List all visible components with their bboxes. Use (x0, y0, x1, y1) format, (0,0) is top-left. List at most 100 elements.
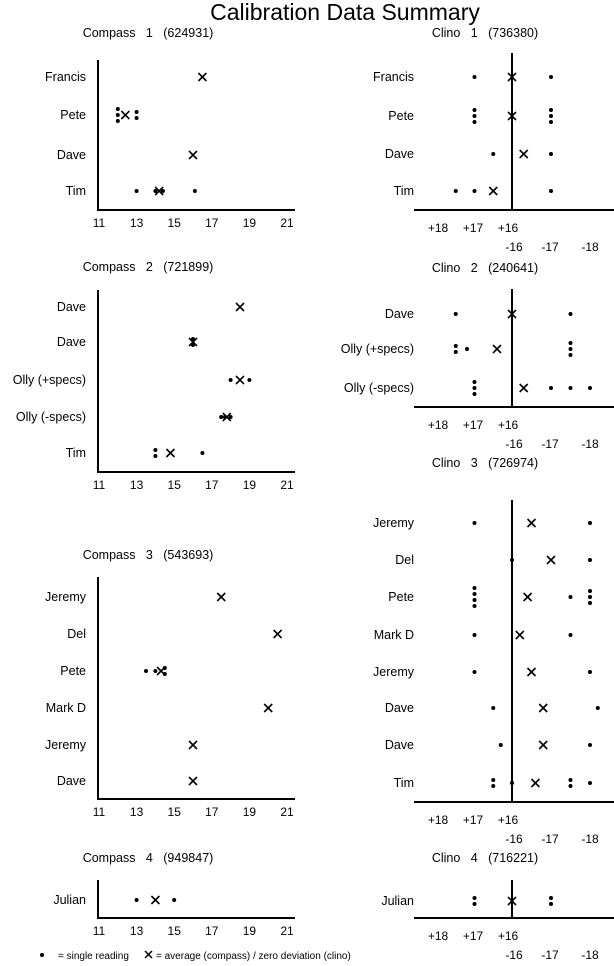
row-label: Olly (+specs) (13, 373, 86, 387)
reading-dot (588, 743, 592, 747)
x-tick-label-positive: +18 (428, 929, 449, 943)
x-tick-label-negative: -17 (541, 948, 559, 962)
clino-panel: Clino 2 (240641) +18 +17 +16 -16 -17 -18 Dave Ol… (341, 261, 614, 451)
row-label: Dave (57, 300, 86, 314)
row-label: Olly (+specs) (341, 342, 414, 356)
row-label: Julian (381, 894, 414, 908)
panel-title: Clino 2 (240641) (432, 261, 538, 275)
row-label: Mark D (374, 628, 414, 642)
reading-dot (568, 312, 573, 316)
reading-dot (472, 670, 477, 674)
average-cross-marker (546, 555, 556, 565)
row-label: Pete (388, 590, 414, 604)
reading-dot (453, 312, 458, 316)
row-label: Tim (394, 776, 414, 790)
x-tick-label-negative: -17 (541, 240, 559, 254)
reading-dot (568, 595, 573, 599)
reading-dot (153, 454, 158, 458)
row-label: Jeremy (45, 738, 87, 752)
average-cross-marker (235, 302, 245, 312)
x-tick-label: 11 (93, 478, 106, 492)
reading-dot (588, 595, 592, 599)
x-tick-label-positive: +18 (428, 221, 449, 235)
reading-dot (228, 378, 233, 382)
average-cross-marker (492, 344, 502, 354)
x-tick-label: 21 (280, 216, 294, 230)
legend-dot-label: = single reading (58, 951, 129, 962)
reading-dot (549, 386, 553, 390)
row-label: Del (67, 627, 86, 641)
reading-dot (588, 386, 592, 390)
x-tick-label: 21 (280, 478, 294, 492)
panel-title: Compass 3 (543693) (83, 548, 214, 562)
reading-dot (465, 347, 469, 351)
row-label: Dave (57, 774, 86, 788)
average-cross-marker (188, 337, 198, 347)
average-cross-marker (526, 667, 537, 677)
x-tick-label: 15 (168, 805, 182, 819)
single-reading-dot-icon (40, 953, 44, 957)
average-cross-marker (235, 375, 245, 385)
x-tick-label-negative: -18 (581, 948, 599, 962)
average-cross-marker (150, 895, 160, 905)
average-cross-marker (507, 309, 517, 319)
x-tick-label-positive: +17 (463, 813, 484, 827)
x-tick-label-negative: -18 (581, 240, 599, 254)
row-label: Jeremy (373, 665, 415, 679)
x-tick-label-negative: -16 (505, 437, 523, 451)
average-cross-marker (165, 448, 176, 458)
reading-dot (491, 778, 496, 782)
x-tick-label: 13 (130, 805, 144, 819)
reading-dot (491, 152, 496, 156)
reading-dot (153, 448, 158, 452)
row-label: Dave (57, 335, 86, 349)
row-label: Dave (385, 147, 414, 161)
average-cross-marker (273, 629, 283, 639)
x-tick-label: 19 (243, 216, 257, 230)
row-label: Mark D (46, 701, 86, 715)
reading-dot (472, 114, 477, 118)
reading-dot (549, 902, 553, 906)
row-label: Dave (385, 738, 414, 752)
reading-dot (588, 670, 592, 674)
x-tick-label: 11 (93, 216, 106, 230)
legend: = single reading = average (compass) / z… (40, 950, 351, 962)
reading-dot (472, 592, 477, 596)
reading-dot (588, 521, 592, 525)
reading-dot (510, 781, 514, 785)
x-tick-label: 11 (93, 805, 106, 819)
reading-dot (549, 108, 553, 112)
average-cross-marker (222, 412, 232, 422)
compass-panel: Compass 2 (721899) 11 13 15 17 19 21 Dave Dave Ol… (13, 260, 295, 492)
row-label: Olly (-specs) (16, 410, 86, 424)
reading-dot (453, 344, 458, 348)
average-cross-marker (156, 666, 166, 676)
reading-dot (144, 669, 148, 673)
average-cross-marker (507, 111, 517, 121)
row-label: Julian (53, 893, 86, 907)
x-tick-label: 17 (205, 216, 219, 230)
average-cross-marker (538, 740, 548, 750)
legend-x-label: = average (compass) / zero deviation (cl… (156, 951, 351, 962)
reading-dot (472, 108, 477, 112)
row-label: Pete (388, 109, 414, 123)
row-label: Francis (373, 70, 414, 84)
average-cross-icon (144, 950, 153, 959)
reading-dot (453, 189, 458, 193)
reading-dot (568, 784, 573, 788)
reading-dot (472, 75, 477, 79)
row-label: Pete (60, 664, 86, 678)
x-tick-label-positive: +18 (428, 813, 449, 827)
x-tick-label-positive: +17 (463, 418, 484, 432)
reading-dot (568, 353, 573, 357)
average-cross-marker (507, 896, 517, 906)
reading-dot (549, 896, 553, 900)
reading-dot (568, 633, 573, 637)
panel-title: Clino 1 (736380) (432, 26, 538, 40)
x-tick-label: 11 (93, 924, 106, 938)
reading-dot (228, 415, 233, 419)
average-cross-marker (263, 703, 273, 713)
reading-dot (588, 558, 592, 562)
average-cross-marker (507, 72, 517, 82)
